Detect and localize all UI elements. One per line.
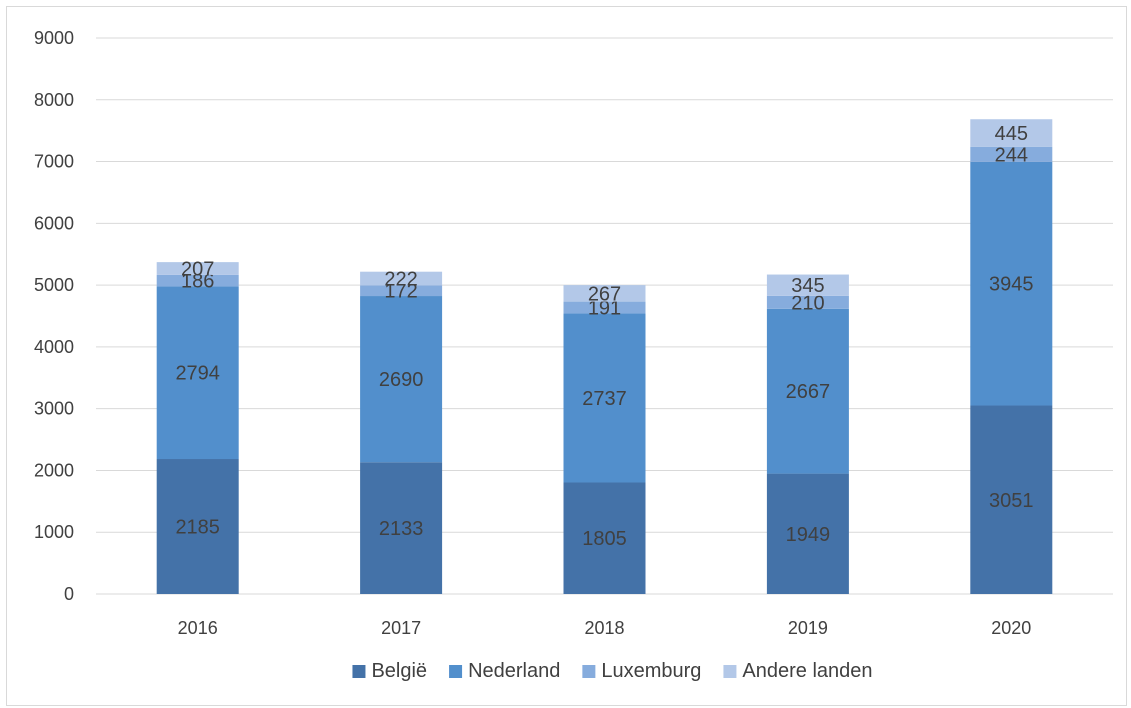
bars: 2185279418620721332690172222180527371912… [156,119,1053,594]
legend: België Nederland Luxemburg Andere landen [352,660,873,682]
x-tick-label: 2017 [381,618,421,638]
data-label: 222 [384,269,417,291]
legend-label: Andere landen [742,660,872,682]
bar-segment-2016-andere-landen [156,262,239,275]
bar-segment-2016-luxemburg [156,274,239,287]
y-tick-label: 4000 [34,337,74,357]
data-label: 3051 [989,490,1034,512]
x-tick-label: 2016 [178,618,218,638]
data-label: 445 [995,123,1028,145]
legend-item-nederland: Nederland [449,660,560,682]
data-label: 244 [995,144,1028,166]
legend-label: Luxemburg [601,660,701,682]
data-label: 2133 [379,518,424,540]
y-tick-label: 3000 [34,399,74,419]
bar-segment-2017-andere-landen [360,271,443,286]
bar-segment-2016-belgië [156,459,239,594]
data-label: 172 [384,281,417,303]
data-label: 3945 [989,274,1034,296]
y-tick-label: 7000 [34,152,74,172]
y-axis: 0 1000 2000 3000 4000 5000 6000 7000 8000 9000 [34,28,74,604]
legend-swatch [449,665,463,678]
data-label: 207 [181,259,214,281]
gridlines [96,37,1113,595]
bar-segment-2018-andere-landen [563,285,646,302]
data-label: 191 [588,298,621,320]
y-tick-label: 1000 [34,522,74,542]
data-label: 345 [791,275,824,297]
legend-item-andere-landen: Andere landen [723,660,873,682]
bar-segment-2017-luxemburg [360,285,443,297]
legend-label: België [371,660,427,682]
data-label: 1805 [582,528,627,550]
data-label: 267 [588,283,621,305]
bar-segment-2018-luxemburg [563,301,646,314]
bar-segment-2017-nederland [360,296,443,463]
bar-segment-2018-nederland [563,313,646,483]
bar-segment-2020-nederland [970,161,1053,406]
legend-item-luxemburg: Luxemburg [582,660,701,682]
legend-swatch [723,665,737,678]
bar-segment-2020-luxemburg [970,146,1053,162]
data-label: 2185 [175,517,220,539]
y-tick-label: 0 [64,584,74,604]
y-tick-label: 9000 [34,28,74,48]
legend-label: Nederland [468,660,560,682]
data-label: 210 [791,292,824,314]
bar-segment-2019-andere-landen [766,274,849,296]
bar-segment-2018-belgië [563,482,646,594]
bar-segment-2016-nederland [156,286,239,460]
bar-segment-2019-nederland [766,308,849,474]
y-tick-label: 2000 [34,460,74,480]
legend-item-belgië: België [352,660,427,682]
y-tick-label: 8000 [34,90,74,110]
bar-segment-2020-andere-landen [970,119,1053,147]
bar-segment-2020-belgië [970,405,1053,594]
bar-segment-2019-luxemburg [766,295,849,309]
data-label: 2794 [175,363,220,385]
legend-swatch [582,665,596,678]
data-label: 2690 [379,369,424,391]
data-label: 2737 [582,388,627,410]
bar-segment-2019-belgië [766,473,849,594]
x-tick-label: 2019 [788,618,828,638]
legend-swatch [352,665,366,678]
x-tick-label: 2020 [991,618,1031,638]
data-label: 1949 [786,524,831,546]
y-tick-label: 5000 [34,275,74,295]
y-tick-label: 6000 [34,213,74,233]
x-tick-label: 2018 [584,618,624,638]
bar-segment-2017-belgië [360,462,443,594]
data-label: 186 [181,271,214,293]
x-axis: 2016 2017 2018 2019 2020 [178,618,1032,638]
data-label: 2667 [786,381,831,403]
